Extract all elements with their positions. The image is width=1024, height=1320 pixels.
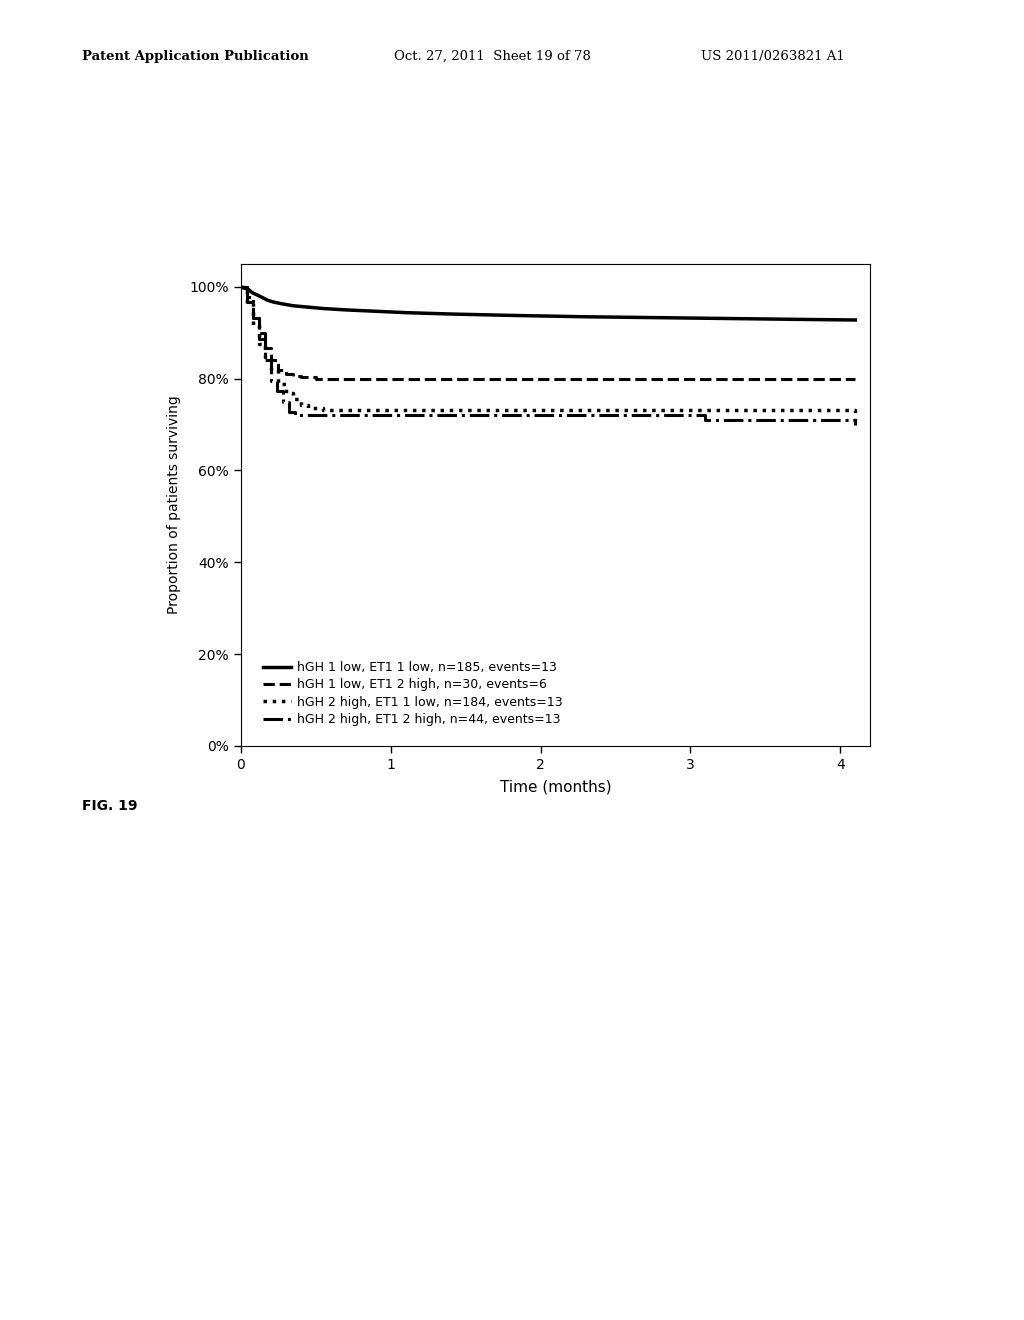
Text: Oct. 27, 2011  Sheet 19 of 78: Oct. 27, 2011 Sheet 19 of 78 [394, 50, 591, 63]
Text: FIG. 19: FIG. 19 [82, 799, 137, 813]
Text: US 2011/0263821 A1: US 2011/0263821 A1 [701, 50, 845, 63]
Text: Patent Application Publication: Patent Application Publication [82, 50, 308, 63]
Legend: hGH 1 low, ET1 1 low, n=185, events=13, hGH 1 low, ET1 2 high, n=30, events=6, h: hGH 1 low, ET1 1 low, n=185, events=13, … [259, 657, 566, 730]
Y-axis label: Proportion of patients surviving: Proportion of patients surviving [167, 396, 181, 614]
X-axis label: Time (months): Time (months) [500, 780, 611, 795]
